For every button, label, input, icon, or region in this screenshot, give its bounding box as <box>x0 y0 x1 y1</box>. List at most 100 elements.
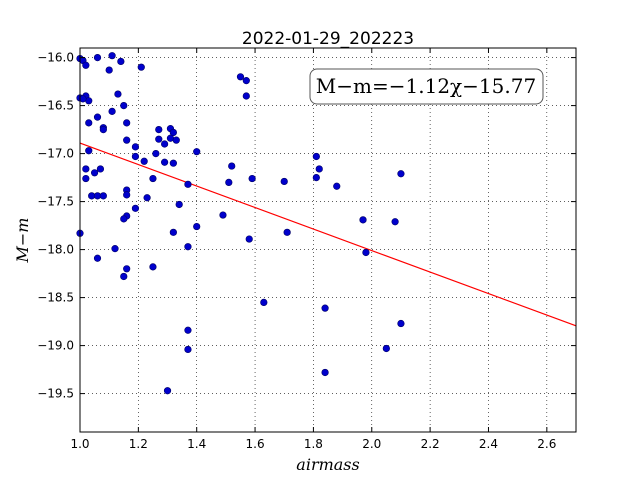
data-point-44 <box>248 174 256 183</box>
y-tick-label-0: −16.0 <box>37 51 74 65</box>
data-point-26 <box>172 136 180 144</box>
data-points <box>76 52 405 395</box>
data-point-69 <box>245 235 253 243</box>
data-point-30 <box>193 148 201 156</box>
data-point-33 <box>140 157 148 165</box>
data-point-42 <box>184 180 192 188</box>
fit-equation: M−m=−1.12χ−15.77 <box>316 74 536 98</box>
y-tick-label-7: −19.5 <box>37 387 74 401</box>
data-point-47 <box>315 165 323 173</box>
data-point-51 <box>236 73 245 81</box>
data-point-52 <box>242 77 250 85</box>
x-tick-label-1: 1.2 <box>129 437 148 451</box>
data-point-39 <box>90 169 99 177</box>
data-point-64 <box>120 215 128 223</box>
data-point-43 <box>225 178 233 186</box>
data-point-46 <box>312 152 320 161</box>
data-point-76 <box>123 265 131 273</box>
data-point-81 <box>397 319 405 328</box>
annotation-box: M−m=−1.12χ−15.77 <box>309 68 544 105</box>
data-point-28 <box>131 143 140 151</box>
data-point-84 <box>184 345 192 354</box>
data-point-79 <box>260 298 268 307</box>
data-point-12 <box>114 90 122 98</box>
y-axis-ticks: −16.0 −16.5 −17.0 −17.5 −18.0 −18.5 −19.0 −19.5 <box>37 51 576 401</box>
data-point-57 <box>99 192 107 200</box>
data-point-24 <box>155 135 163 143</box>
data-point-22 <box>169 128 177 137</box>
data-point-13 <box>120 101 128 110</box>
data-point-29 <box>85 147 93 155</box>
data-point-19 <box>99 126 107 134</box>
data-point-74 <box>362 248 370 257</box>
x-axis-label: airmass <box>296 455 359 474</box>
data-point-71 <box>391 218 399 226</box>
y-tick-label-4: −18.0 <box>37 243 74 257</box>
data-point-62 <box>219 211 227 219</box>
data-point-15 <box>93 113 102 121</box>
data-point-60 <box>175 200 183 209</box>
data-point-48 <box>312 174 320 182</box>
data-point-6 <box>137 63 145 71</box>
x-tick-label-8: 2.6 <box>537 437 556 451</box>
x-axis-ticks: 1.0 1.2 1.4 1.6 1.8 2.0 2.2 2.4 2.6 <box>70 48 556 451</box>
data-point-7 <box>105 66 113 74</box>
fit-line <box>79 142 577 327</box>
y-tick-label-3: −17.5 <box>37 195 74 209</box>
data-point-41 <box>149 174 157 183</box>
data-point-36 <box>228 162 236 170</box>
data-point-67 <box>283 228 291 236</box>
data-point-50 <box>397 170 405 178</box>
grid <box>80 48 576 432</box>
data-point-4 <box>108 52 116 60</box>
x-tick-label-6: 2.2 <box>421 437 440 451</box>
data-point-5 <box>117 57 125 66</box>
data-point-53 <box>242 92 250 100</box>
data-point-16 <box>85 119 93 127</box>
data-point-86 <box>163 387 172 395</box>
x-tick-label-2: 1.4 <box>187 437 206 451</box>
data-point-80 <box>321 304 329 312</box>
data-point-3 <box>93 53 102 62</box>
data-point-58 <box>123 191 131 199</box>
x-tick-label-0: 1.0 <box>70 437 89 451</box>
chart-title: 2022-01-29_202223 <box>242 29 414 49</box>
y-tick-label-1: −16.5 <box>37 99 74 113</box>
data-point-34 <box>161 158 169 166</box>
data-point-14 <box>108 107 116 115</box>
data-point-35 <box>169 159 177 167</box>
data-point-59 <box>143 194 151 202</box>
data-point-45 <box>280 177 288 186</box>
y-tick-label-6: −19.0 <box>37 339 74 353</box>
x-tick-label-7: 2.4 <box>479 437 498 451</box>
data-point-40 <box>82 174 90 183</box>
data-point-49 <box>333 182 341 190</box>
data-point-27 <box>161 140 169 148</box>
data-point-70 <box>359 216 367 224</box>
plot-frame <box>79 47 577 433</box>
y-tick-label-5: −18.5 <box>37 291 74 305</box>
fit-line-group <box>79 142 577 327</box>
data-point-75 <box>93 254 102 262</box>
data-point-78 <box>120 272 128 281</box>
data-point-82 <box>184 326 192 334</box>
data-point-31 <box>152 150 160 158</box>
y-tick-label-2: −17.0 <box>37 147 74 161</box>
data-point-17 <box>123 119 131 127</box>
data-point-77 <box>149 263 157 271</box>
data-point-65 <box>193 222 201 231</box>
x-tick-label-5: 2.0 <box>362 437 381 451</box>
data-point-38 <box>96 165 105 173</box>
x-tick-label-4: 1.8 <box>304 437 323 451</box>
data-point-37 <box>82 165 90 173</box>
data-point-23 <box>123 136 131 144</box>
data-point-85 <box>321 368 329 377</box>
x-tick-label-3: 1.6 <box>246 437 265 451</box>
data-point-66 <box>169 228 177 236</box>
data-point-83 <box>382 344 390 353</box>
data-point-61 <box>131 204 140 212</box>
y-axis-label: M−m <box>13 218 32 264</box>
data-point-72 <box>184 243 192 251</box>
data-point-11 <box>79 95 87 103</box>
